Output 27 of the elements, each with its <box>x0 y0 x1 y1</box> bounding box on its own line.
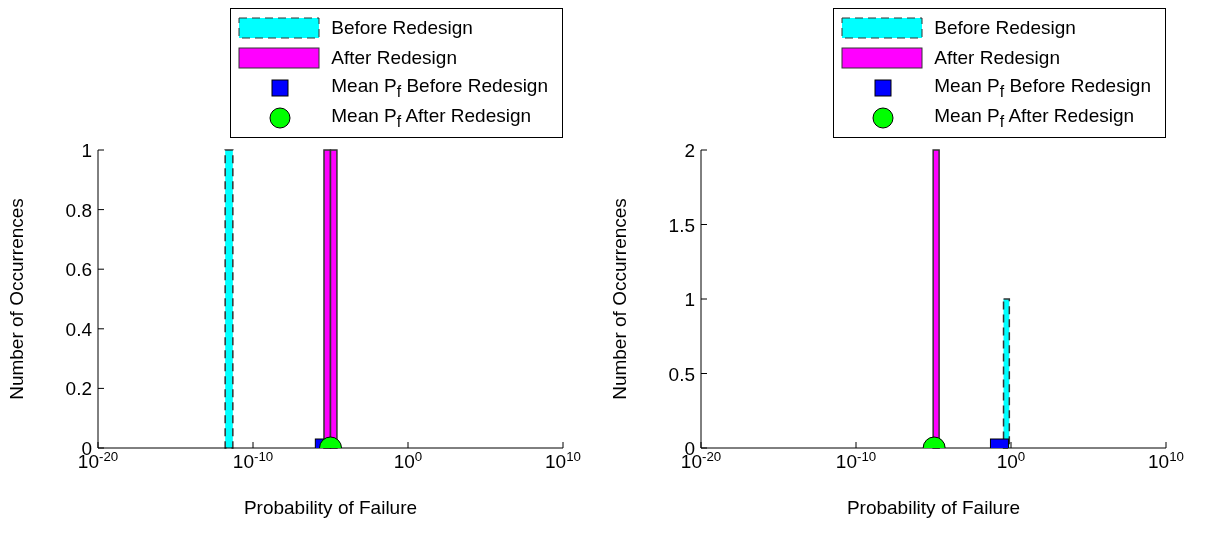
legend-label: Mean P$_{f}$ Before Redesign <box>934 75 1151 101</box>
legend-label: Before Redesign <box>331 17 473 39</box>
x-tick-label: 10$^{10}$ <box>1148 448 1184 472</box>
x-axis-title: Probability of Failure <box>846 497 1021 518</box>
y-tick-label: 0.6 <box>65 259 92 281</box>
x-tick-label: 10$^{10}$ <box>545 448 581 472</box>
legend-label: Mean P$_{f}$ After Redesign <box>331 105 532 131</box>
y-tick-label: 1.5 <box>668 214 695 236</box>
x-tick-label: 10$^{0}$ <box>996 448 1026 472</box>
legend-label: Mean P$_{f}$ After Redesign <box>934 105 1135 131</box>
x-tick-label: 10$^{-10}$ <box>835 448 877 472</box>
legend-label: Before Redesign <box>934 17 1076 39</box>
x-axis-title: Probability of Failure <box>243 497 418 518</box>
y-tick-label: 0.8 <box>65 199 92 221</box>
y-tick-label: 0.4 <box>65 318 93 340</box>
y-tick-label: 1 <box>684 289 695 310</box>
y-tick-label: 2 <box>684 140 695 161</box>
y-tick-label: 0.2 <box>65 378 92 400</box>
legend-label: After Redesign <box>934 47 1060 69</box>
y-tick-label: 0.5 <box>668 363 695 385</box>
legend-label: Mean P$_{f}$ Before Redesign <box>331 75 548 101</box>
x-tick-label: 10$^{0}$ <box>393 448 423 472</box>
y-tick-label: 1 <box>81 140 92 161</box>
legend-label: After Redesign <box>331 47 457 69</box>
y-axis-title: Number of Occurrences <box>5 198 27 400</box>
y-axis-title: Number of Occurrences <box>608 198 630 400</box>
x-tick-label: 10$^{-10}$ <box>232 448 274 472</box>
